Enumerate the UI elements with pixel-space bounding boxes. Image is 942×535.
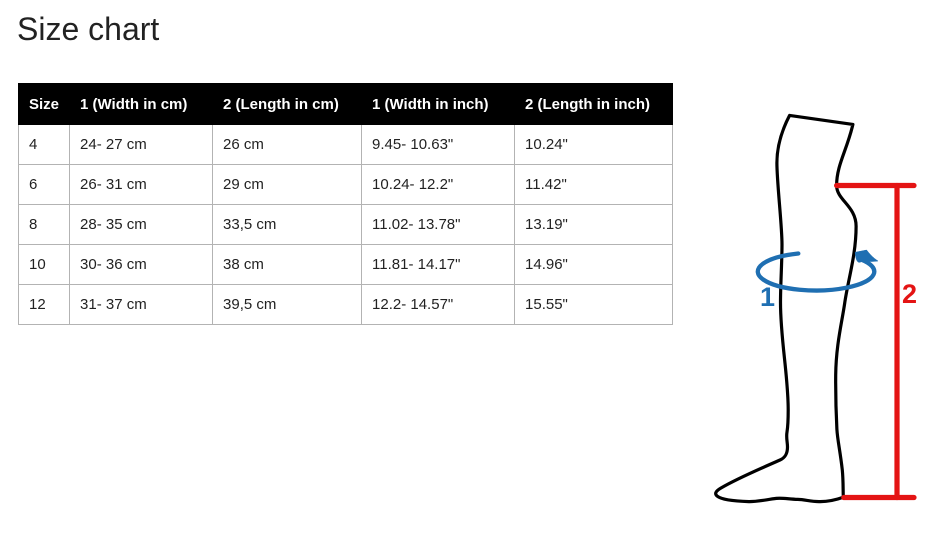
svg-text:1: 1 <box>760 282 775 312</box>
svg-text:2: 2 <box>902 279 917 309</box>
